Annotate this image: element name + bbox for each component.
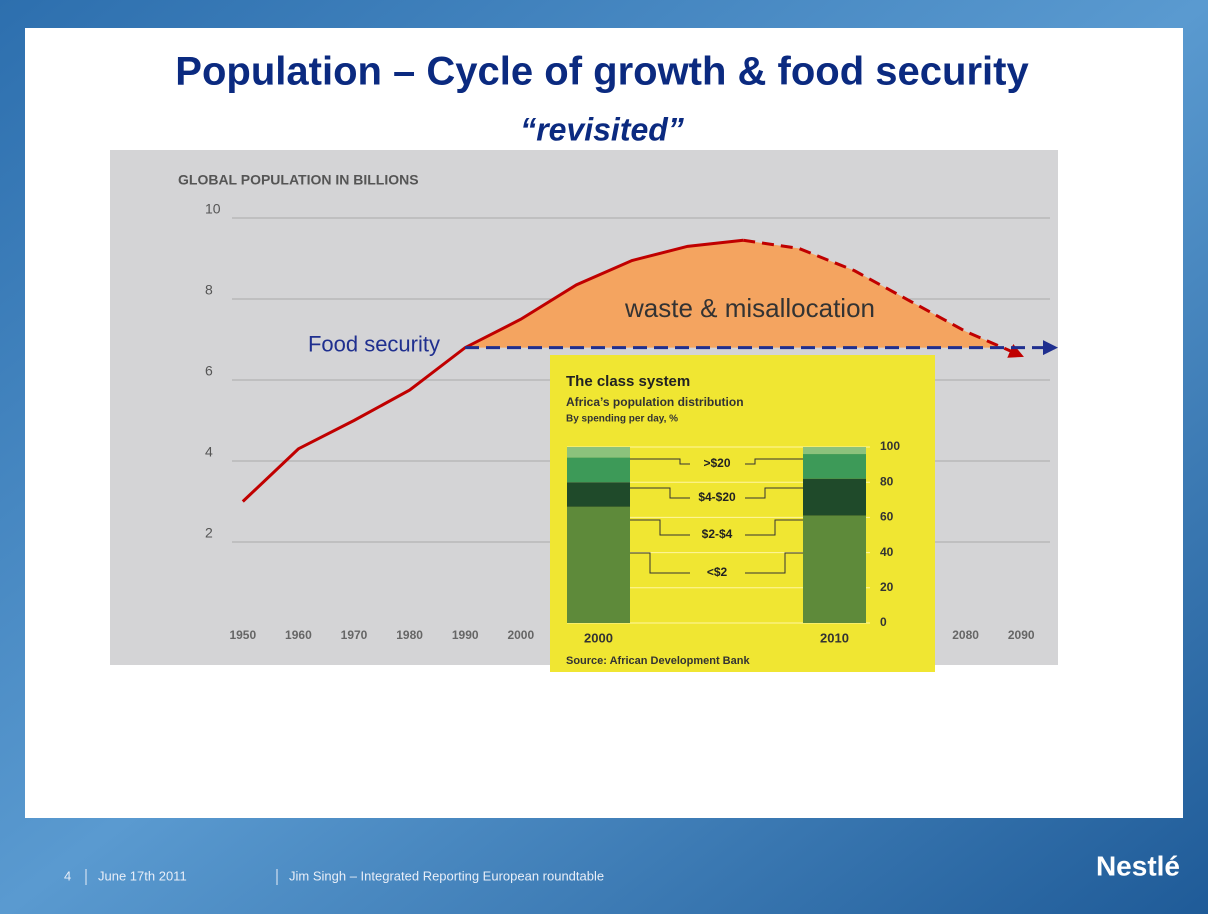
presenter: Jim Singh – Integrated Reporting Europea… [289, 868, 604, 883]
x-tick-label: 2000 [507, 628, 534, 642]
y-axis-label: GLOBAL POPULATION IN BILLIONS [178, 172, 419, 188]
y-tick-label: 20 [880, 580, 894, 594]
y-tick-label: 10 [205, 201, 221, 217]
inset-note: By spending per day, % [566, 414, 678, 425]
waste-area [465, 240, 1003, 348]
legend-label: $2-$4 [702, 527, 733, 541]
bar-segment [567, 506, 630, 623]
x-tick-label: 1990 [452, 628, 479, 642]
connector [630, 552, 803, 574]
x-tick-label: 1980 [396, 628, 423, 642]
population-line [742, 238, 1024, 358]
y-tick-label: 40 [880, 545, 894, 559]
bar-segment [803, 447, 866, 455]
bar-segment [567, 482, 630, 507]
x-tick-label: 1960 [285, 628, 312, 642]
x-tick-label: 2080 [952, 628, 979, 642]
bar-segment [567, 457, 630, 483]
x-tick-label: 2000 [584, 630, 613, 645]
x-tick-label: 1950 [229, 628, 256, 642]
inset-source: Source: African Development Bank [566, 655, 750, 667]
connector [630, 519, 803, 536]
x-tick-label: 2090 [1008, 628, 1035, 642]
logo: Nestlé [1096, 850, 1180, 881]
y-tick-label: 0 [880, 615, 887, 629]
bar-segment [567, 447, 630, 458]
x-tick-label: 1970 [341, 628, 368, 642]
legend-label: $4-$20 [698, 490, 736, 504]
food-security-label: Food security [308, 331, 440, 356]
y-tick-label: 60 [880, 510, 894, 524]
connector [630, 458, 803, 465]
y-tick-label: 8 [205, 282, 213, 298]
shaded-label: waste & misallocation [624, 293, 875, 323]
population-line [241, 238, 744, 503]
inset-title: The class system [566, 373, 690, 390]
page-number: 4 [64, 868, 71, 883]
y-tick-label: 80 [880, 474, 894, 488]
bar-segment [803, 515, 866, 623]
class-chart: 0 20 40 60 80 100 2000 2010 <$2 $2-$4 $4-$20 >$20 [567, 439, 900, 645]
legend-label: >$20 [703, 456, 730, 470]
bar-segment [803, 454, 866, 479]
legend-label: <$2 [707, 565, 728, 579]
inset-subtitle: Africa’s population distribution [566, 395, 744, 409]
subtitle: “revisited” [520, 111, 684, 147]
bar-segment [803, 478, 866, 516]
y-tick-label: 6 [205, 363, 213, 379]
connector [630, 487, 803, 499]
y-tick-label: 100 [880, 439, 900, 453]
y-tick-label: 2 [205, 525, 213, 541]
x-tick-label: 2010 [820, 630, 849, 645]
title: Population – Cycle of growth & food secu… [175, 50, 1029, 94]
date: June 17th 2011 [98, 868, 187, 883]
y-tick-label: 4 [205, 444, 213, 460]
